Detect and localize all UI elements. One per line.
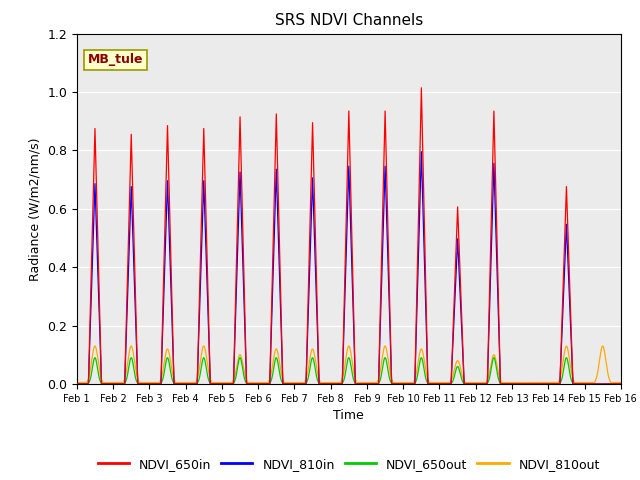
Legend: NDVI_650in, NDVI_810in, NDVI_650out, NDVI_810out: NDVI_650in, NDVI_810in, NDVI_650out, NDV…	[93, 453, 605, 476]
X-axis label: Time: Time	[333, 409, 364, 422]
Title: SRS NDVI Channels: SRS NDVI Channels	[275, 13, 423, 28]
Y-axis label: Radiance (W/m2/nm/s): Radiance (W/m2/nm/s)	[29, 137, 42, 280]
Text: MB_tule: MB_tule	[88, 53, 143, 66]
